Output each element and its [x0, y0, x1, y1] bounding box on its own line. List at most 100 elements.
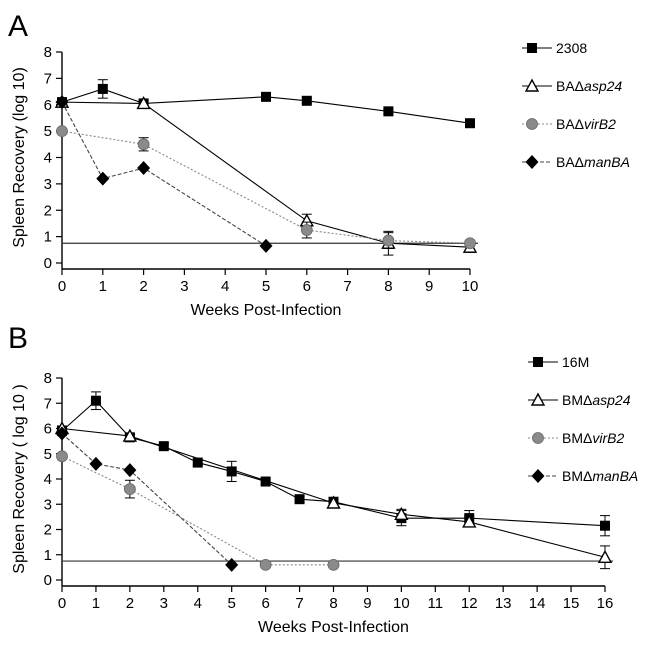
series-3	[55, 95, 273, 253]
legend-entry: 16M	[528, 354, 589, 370]
legend-entry: BMΔmanBA	[528, 468, 638, 484]
data-point	[382, 234, 395, 247]
x-tick-label: 4	[194, 595, 202, 612]
y-tick-label: 7	[44, 395, 52, 412]
y-tick-label: 8	[44, 370, 52, 387]
legend-marker	[533, 357, 543, 367]
legend-marker	[525, 155, 539, 169]
y-tick-label: 1	[44, 547, 52, 564]
data-point	[465, 118, 475, 129]
series-2	[56, 125, 476, 250]
legend-marker	[524, 78, 540, 92]
data-point	[300, 224, 313, 236]
legend-label: 2308	[556, 40, 587, 56]
data-point	[383, 106, 394, 117]
data-point	[326, 495, 341, 509]
data-point	[600, 520, 610, 531]
x-tick-label: 8	[384, 278, 392, 295]
legend-marker	[530, 392, 546, 406]
legend-label: BMΔmanBA	[562, 468, 638, 484]
data-point	[260, 476, 271, 487]
data-point	[225, 557, 239, 572]
legend-label: BMΔvirB2	[562, 430, 624, 446]
data-point	[56, 450, 68, 463]
y-tick-label: 3	[44, 176, 52, 193]
y-tick-label: 0	[44, 255, 52, 272]
x-tick-label: 6	[261, 595, 269, 612]
data-point	[122, 428, 138, 442]
series-line	[61, 433, 233, 566]
x-tick-label: 3	[160, 595, 168, 612]
legend-label: 16M	[562, 354, 589, 370]
data-point	[394, 506, 409, 521]
x-tick-label: 3	[180, 278, 188, 295]
x-tick-label: 2	[126, 595, 134, 612]
data-point	[294, 494, 305, 505]
y-tick-label: 5	[44, 123, 52, 140]
x-axis-title: Weeks Post-Infection	[191, 302, 342, 319]
data-point	[97, 83, 108, 94]
x-tick-label: 12	[461, 595, 478, 612]
legend-entry: BAΔmanBA	[522, 154, 630, 170]
data-point	[259, 558, 272, 571]
x-tick-label: 15	[563, 595, 580, 612]
x-tick-label: 7	[295, 595, 303, 612]
series-line	[61, 427, 606, 558]
data-point	[226, 466, 237, 477]
data-point	[464, 237, 476, 250]
legend-marker	[527, 43, 537, 53]
y-axis-title: Spleen Recovery (log 10)	[11, 67, 28, 248]
series-line	[61, 455, 334, 566]
series-1	[54, 421, 613, 570]
data-point	[158, 441, 169, 452]
x-tick-label: 13	[495, 595, 512, 612]
series-3	[55, 426, 239, 572]
x-tick-label: 8	[329, 595, 337, 612]
y-tick-label: 1	[44, 229, 52, 246]
x-tick-label: 4	[221, 278, 229, 295]
x-tick-label: 6	[303, 278, 311, 295]
chart-a-svg: 0 1 2 3 4 5 6 7 8 0 1 2 3 4 5 6 7 8 9 10 Weeks Post-Infectio…	[11, 40, 630, 319]
x-tick-label: 16	[597, 595, 614, 612]
data-point	[192, 457, 203, 468]
series-0	[57, 391, 610, 537]
y-tick-label: 4	[44, 150, 52, 167]
series-1	[54, 94, 478, 256]
data-point	[123, 483, 136, 496]
legend-entry: BAΔasp24	[522, 78, 622, 94]
series-line	[61, 101, 267, 247]
x-tick-label: 14	[529, 595, 546, 612]
data-point	[261, 91, 271, 102]
x-tick-label: 11	[428, 595, 444, 612]
data-point	[123, 463, 137, 478]
y-tick-label: 8	[44, 44, 52, 61]
x-tick-label: 1	[99, 278, 107, 295]
x-tick-label: 5	[228, 595, 236, 612]
data-point	[55, 95, 69, 110]
legend-entry: BAΔvirB2	[522, 116, 616, 132]
legend-label: BAΔmanBA	[556, 154, 630, 170]
legend-entry: BMΔvirB2	[528, 430, 624, 446]
data-point	[301, 95, 312, 106]
x-tick-label: 0	[58, 278, 66, 295]
data-point	[136, 95, 151, 110]
legend-label: BAΔasp24	[556, 78, 622, 94]
series-2	[56, 450, 340, 571]
data-point	[55, 426, 69, 441]
legend-label: BAΔvirB2	[556, 116, 616, 132]
x-tick-label: 0	[58, 595, 66, 612]
y-tick-label: 6	[44, 421, 52, 438]
y-tick-label: 3	[44, 496, 52, 513]
y-tick-label: 2	[44, 202, 52, 219]
x-tick-label: 5	[262, 278, 270, 295]
y-tick-label: 4	[44, 471, 52, 488]
x-tick-label: 2	[139, 278, 147, 295]
data-point	[597, 549, 613, 563]
legend-marker	[531, 469, 545, 483]
y-tick-label: 6	[44, 97, 52, 114]
y-tick-label: 7	[44, 70, 52, 87]
x-tick-label: 9	[363, 595, 371, 612]
x-tick-label: 9	[425, 278, 433, 295]
data-point	[327, 558, 340, 571]
